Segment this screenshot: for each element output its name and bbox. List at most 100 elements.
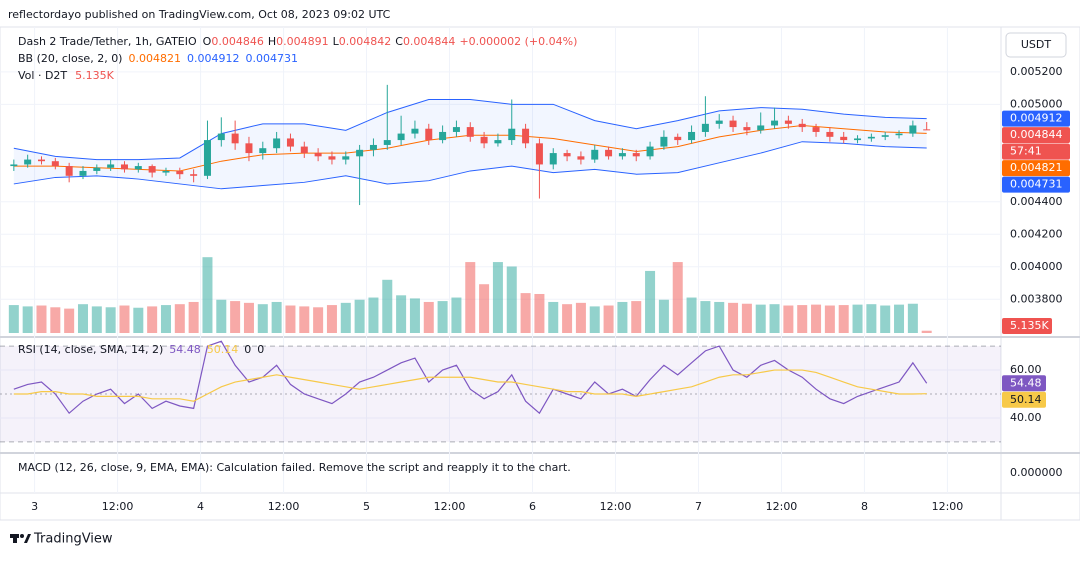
candle-body: [563, 153, 571, 157]
currency-button[interactable]: [1005, 32, 1067, 58]
price-label: 0.004844: [1010, 128, 1063, 141]
price-label: 57:41: [1010, 145, 1042, 158]
x-tick-label: 8: [861, 500, 868, 513]
ohlc-label: O: [203, 35, 212, 48]
rsi-label-box: [1002, 391, 1046, 408]
price-label: 0.004821: [1010, 161, 1063, 174]
y-tick-label: 0.000000: [1010, 466, 1063, 479]
volume-bar: [382, 279, 393, 333]
candle-body: [646, 146, 654, 157]
volume-bar: [589, 306, 600, 333]
ohlc-value: 0.004891: [276, 35, 329, 48]
bb-name: BB (20, close, 2, 0): [18, 52, 122, 65]
legend-rsi: RSI (14, close, SMA, 14, 2) 54.48 50.14 0 0: [18, 343, 264, 356]
volume-bar: [811, 304, 822, 333]
currency-label[interactable]: USDT: [1021, 38, 1052, 51]
rsi-label: 50.14: [1010, 393, 1042, 406]
volume-bar: [797, 305, 808, 333]
volume-bar: [299, 306, 310, 333]
candle-body: [342, 156, 350, 160]
candle-body: [840, 136, 848, 141]
volume-bar: [728, 302, 739, 333]
candle-body: [480, 136, 488, 144]
candle-body: [632, 153, 640, 157]
volume-bar: [230, 301, 241, 333]
volume-bar: [354, 299, 365, 333]
volume-bar: [36, 305, 47, 333]
candle-body: [743, 127, 751, 131]
volume-label-box: [1002, 318, 1052, 334]
volume-bar: [755, 304, 766, 333]
candle-body: [784, 120, 792, 124]
y-tick-label: 0.004000: [1010, 260, 1063, 273]
volume-bar: [64, 308, 75, 333]
x-tick-label: 12:00: [932, 500, 964, 513]
candle-body: [466, 127, 474, 137]
candle-body: [425, 128, 433, 141]
volume-bar: [506, 266, 517, 333]
candle-body: [771, 120, 779, 126]
macd-message: MACD (12, 26, close, 9, EMA, EMA): Calcu…: [18, 461, 571, 474]
volume-bar: [492, 262, 503, 333]
volume-bar: [603, 305, 614, 333]
candle-body: [190, 174, 198, 176]
volume-bar: [534, 293, 545, 333]
bb-value: 0.004731: [245, 52, 298, 65]
candle-body: [162, 170, 170, 173]
bb-value: 0.004821: [128, 52, 181, 65]
volume-bar: [617, 301, 628, 333]
volume-bar: [313, 307, 324, 333]
legend-main: Dash 2 Trade/Tether, 1h, GATEIO O0.004846…: [18, 35, 577, 48]
candle-body: [618, 153, 626, 157]
volume-bar: [105, 307, 116, 333]
candle-body: [798, 123, 806, 128]
candle-body: [660, 136, 668, 147]
candle-body: [494, 140, 502, 144]
volume-bar: [672, 262, 683, 333]
price-label-box: [1002, 110, 1070, 127]
candle-body: [148, 166, 156, 173]
volume-bar: [741, 303, 752, 333]
candle-body: [107, 164, 115, 168]
rsi-extra: 0: [257, 343, 264, 356]
candle-body: [577, 156, 585, 160]
y-tick-label: 0.004400: [1010, 195, 1063, 208]
x-tick-label: 6: [529, 500, 536, 513]
rsi-label: 54.48: [1010, 376, 1042, 389]
volume-bar: [658, 299, 669, 333]
ohlc-value: 0.004842: [339, 35, 392, 48]
volume-bar: [147, 306, 158, 333]
x-tick-label: 12:00: [600, 500, 632, 513]
volume-bar: [174, 304, 185, 333]
rsi-label-box: [1002, 375, 1046, 392]
legend-vol: Vol · D2T 5.135K: [18, 69, 115, 82]
price-label-box: [1002, 176, 1070, 193]
bb-fill: [13, 99, 927, 189]
candle-body: [923, 129, 931, 131]
x-tick-label: 12:00: [268, 500, 300, 513]
candle-body: [93, 167, 101, 171]
candle-body: [65, 166, 73, 176]
x-tick-label: 12:00: [766, 500, 798, 513]
x-tick-label: 12:00: [434, 500, 466, 513]
candle-body: [674, 136, 682, 141]
candle-body: [286, 138, 294, 147]
volume-bar: [243, 302, 254, 333]
volume-bar: [119, 305, 130, 333]
volume-bar: [520, 293, 531, 333]
volume-bar: [8, 305, 19, 333]
chart-frame: [0, 26, 1080, 521]
candle-body: [356, 149, 364, 157]
candle-body: [314, 153, 322, 157]
volume-bar: [271, 301, 282, 333]
volume-bar: [22, 306, 33, 333]
volume-bar: [548, 301, 559, 333]
volume-bar: [645, 270, 656, 333]
volume-bar: [160, 305, 171, 333]
ohlc-label: C: [395, 35, 403, 48]
candle-body: [881, 135, 889, 137]
volume-bar: [824, 305, 835, 333]
candle-body: [605, 149, 613, 157]
